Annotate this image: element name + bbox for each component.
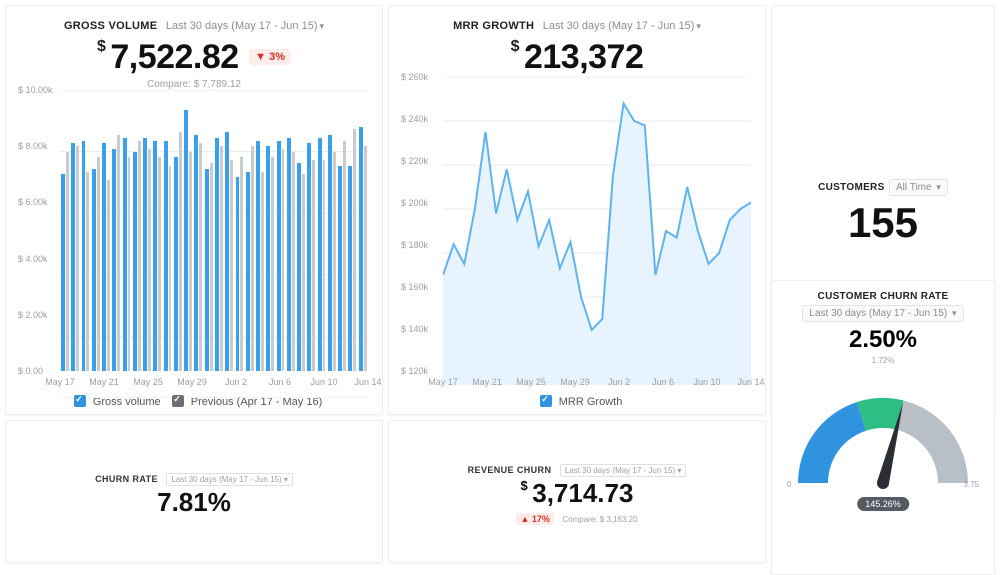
revchurn-value: 3,714.73	[532, 478, 633, 508]
gross-bar-chart: $ 0.00$ 2.00k$ 4.00k$ 6.00k$ 8.00k$ 10.0…	[16, 90, 372, 391]
gross-title: GROSS VOLUME	[64, 20, 157, 32]
churn-title: CHURN RATE	[95, 474, 158, 484]
legend-gross-checkbox[interactable]	[74, 395, 86, 407]
mrr-range-select[interactable]: Last 30 days (May 17 - Jun 15)▾	[543, 20, 701, 32]
gross-range-select[interactable]: Last 30 days (May 17 - Jun 15)▾	[166, 20, 324, 32]
legend-mrr-label: MRR Growth	[559, 396, 623, 408]
chevron-down-icon: ▾	[696, 21, 701, 31]
gross-value: 7,522.82	[110, 38, 238, 76]
churn-rate-card: CHURN RATE Last 30 days (May 17 - Jun 15…	[5, 420, 383, 563]
custchurn-value: 2.50%	[849, 326, 917, 354]
gauge-scale-mid: 1.72%	[872, 356, 895, 365]
chevron-down-icon: ▾	[677, 466, 681, 475]
legend-prev-checkbox[interactable]	[172, 395, 184, 407]
churn-value: 7.81%	[157, 487, 231, 518]
gauge-scale-max: 3.75	[963, 480, 979, 489]
custchurn-range-select[interactable]: Last 30 days (May 17 - Jun 15) ▾	[802, 305, 963, 322]
revchurn-title: REVENUE CHURN	[468, 465, 552, 475]
gauge: 0 3.75 145.26%	[783, 373, 983, 503]
gauge-scale-min: 0	[787, 480, 791, 489]
chevron-down-icon: ▾	[320, 21, 325, 31]
customers-value: 155	[848, 199, 918, 247]
customers-range-select[interactable]: All Time ▾	[889, 179, 948, 196]
customer-churn-gauge-card: CUSTOMER CHURN RATE Last 30 days (May 17…	[771, 280, 995, 575]
mrr-value: 213,372	[524, 38, 643, 76]
customers-title: CUSTOMERS	[818, 182, 884, 193]
revenue-churn-card: REVENUE CHURN Last 30 days (May 17 - Jun…	[388, 420, 766, 563]
chevron-down-icon: ▾	[936, 182, 941, 192]
mrr-line-chart: $ 120k$ 140k$ 160k$ 180k$ 200k$ 220k$ 24…	[399, 77, 755, 391]
chevron-down-icon: ▾	[284, 475, 288, 484]
legend-mrr-checkbox[interactable]	[540, 395, 552, 407]
mrr-growth-card: MRR GROWTH Last 30 days (May 17 - Jun 15…	[388, 5, 766, 415]
gross-volume-card: GROSS VOLUME Last 30 days (May 17 - Jun …	[5, 5, 383, 415]
gross-change-badge: ▼ 3%	[249, 49, 291, 65]
chevron-down-icon: ▾	[952, 308, 957, 318]
gauge-needle-label: 145.26%	[857, 497, 909, 511]
custchurn-title: CUSTOMER CHURN RATE	[818, 291, 949, 302]
revchurn-change-badge: ▲ 17%	[516, 513, 553, 525]
revchurn-range-select[interactable]: Last 30 days (May 17 - Jun 15) ▾	[560, 464, 687, 477]
mrr-title: MRR GROWTH	[453, 20, 534, 32]
currency-prefix: $	[97, 38, 106, 55]
churn-range-select[interactable]: Last 30 days (May 17 - Jun 15) ▾	[166, 473, 293, 486]
currency-prefix: $	[511, 38, 520, 55]
